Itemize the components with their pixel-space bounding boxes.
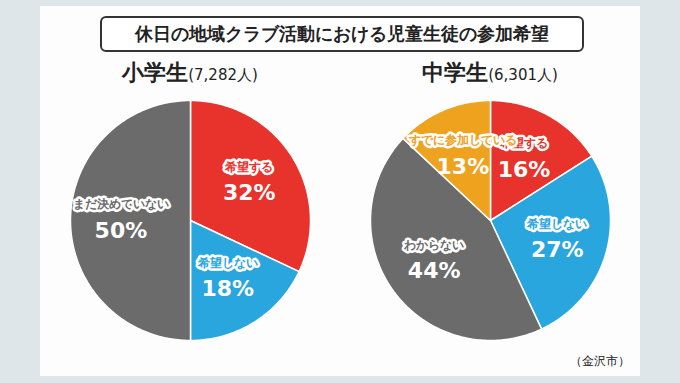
html-text:中学生(6,301人): 中学生(6,301人) xyxy=(422,60,558,85)
svg-text:希望しない: 希望しない xyxy=(526,217,587,231)
svg-text:わからない: わからない xyxy=(403,238,464,252)
svg-text:希望する: 希望する xyxy=(224,160,273,174)
svg-text:32%: 32% xyxy=(223,180,276,205)
html-text:（金沢市）: （金沢市） xyxy=(570,354,630,368)
svg-text:18%: 18% xyxy=(201,276,254,301)
svg-text:27%: 27% xyxy=(531,237,584,262)
svg-text:13%: 13% xyxy=(437,154,490,179)
svg-text:16%: 16% xyxy=(498,157,551,182)
html-text:休日の地域クラブ活動における児童生徒の参加希望: 休日の地域クラブ活動における児童生徒の参加希望 xyxy=(135,23,549,44)
svg-text:すでに参加している: すでに参加している xyxy=(408,133,517,147)
svg-text:44%: 44% xyxy=(408,258,461,283)
html-text:小学生(7,282人): 小学生(7,282人) xyxy=(122,60,258,85)
svg-text:希望する: 希望する xyxy=(500,136,548,151)
svg-text:まだ決めていない: まだ決めていない xyxy=(73,197,169,211)
svg-text:50%: 50% xyxy=(95,218,148,243)
svg-text:希望しない: 希望しない xyxy=(197,256,258,270)
